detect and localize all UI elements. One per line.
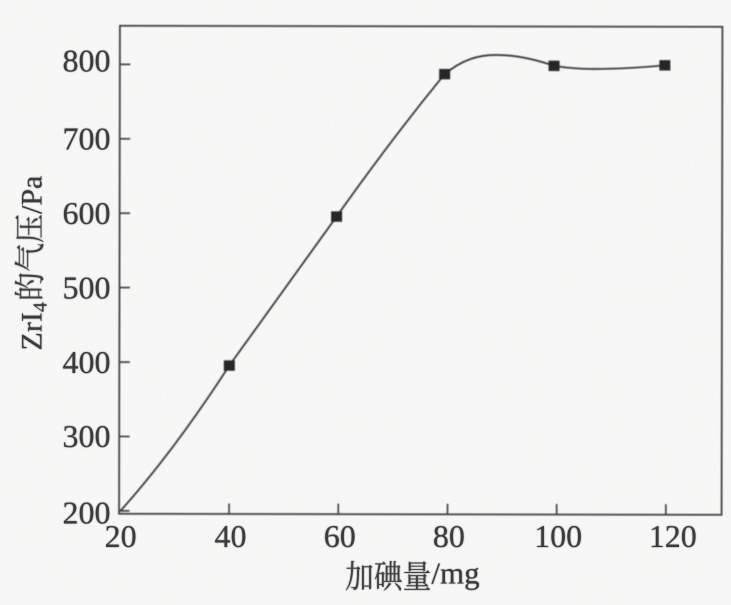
svg-text:800: 800: [63, 43, 111, 79]
svg-text:40: 40: [215, 518, 247, 554]
svg-text:500: 500: [63, 269, 111, 305]
svg-text:20: 20: [105, 518, 137, 554]
svg-text:600: 600: [63, 195, 111, 231]
svg-text:60: 60: [324, 518, 356, 554]
svg-text:/Pa: /Pa: [16, 176, 49, 214]
svg-text:700: 700: [63, 121, 111, 157]
svg-text:120: 120: [649, 518, 697, 554]
svg-text:100: 100: [534, 518, 582, 554]
svg-text:400: 400: [63, 344, 111, 380]
svg-text:300: 300: [63, 418, 111, 454]
svg-text:200: 200: [63, 494, 111, 530]
svg-text:80: 80: [433, 518, 465, 554]
svg-text:/mg: /mg: [431, 556, 479, 591]
